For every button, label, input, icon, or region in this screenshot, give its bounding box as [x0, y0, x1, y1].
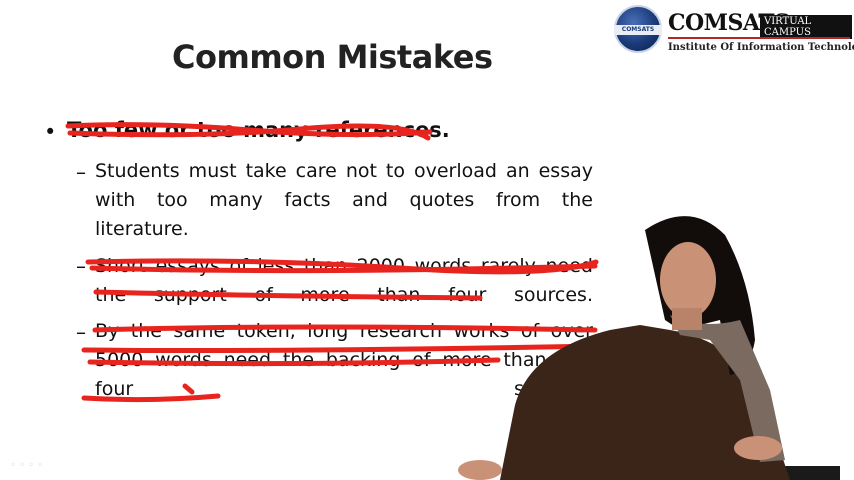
- presenter-figure: [458, 216, 840, 480]
- seal-band-text: COMSATS: [614, 25, 662, 35]
- dash-3: –: [76, 320, 86, 344]
- bullet-heading: Too few or too many references.: [67, 118, 450, 142]
- presenter-scarf: [670, 315, 785, 462]
- presenter-body: [500, 325, 790, 480]
- sub-item-1: Students must take care not to overload …: [95, 157, 593, 244]
- dash-2: –: [76, 254, 86, 278]
- bullet-dot: •: [44, 120, 57, 144]
- slide-title: Common Mistakes: [172, 38, 493, 76]
- sub-item-1-line-2: with too many facts and quotes from the: [95, 189, 593, 211]
- presenter-neck: [672, 308, 702, 330]
- control-icon: ◦ ◦ ◦ ◦: [10, 460, 44, 471]
- logo-divider: [668, 37, 850, 39]
- dash-1: –: [76, 160, 86, 184]
- presenter-face: [660, 242, 716, 318]
- comsats-seal-icon: COMSATS: [614, 5, 662, 53]
- logo-subtitle: Institute Of Information Technology: [668, 42, 854, 53]
- sub-item-1-line-1: Students must take care not to overload …: [95, 160, 593, 182]
- player-controls-icons: ◦ ◦ ◦ ◦: [10, 460, 43, 471]
- presenter-hand-right: [734, 436, 782, 460]
- comsats-logo: COMSATS COMSATS VIRTUAL CAMPUS Institute…: [612, 2, 854, 58]
- logo-badge: VIRTUAL CAMPUS: [760, 15, 852, 39]
- presenter-hand-left: [458, 460, 502, 480]
- sub-item-1-line-3: literature.: [95, 218, 189, 240]
